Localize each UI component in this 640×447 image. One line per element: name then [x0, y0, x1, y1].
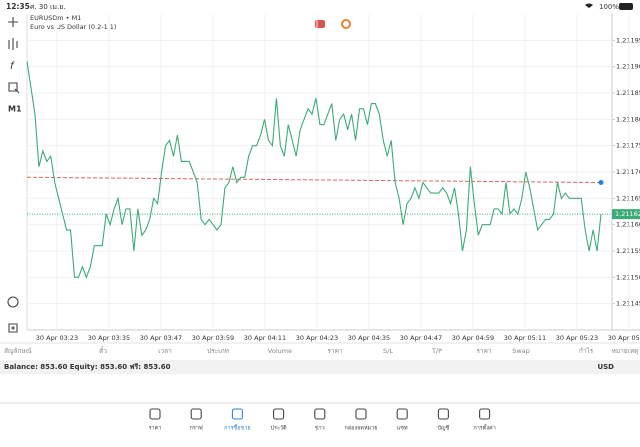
trend-line	[26, 176, 602, 184]
tab-label[interactable]: บัญชี	[437, 425, 449, 432]
status-battery: 100%	[599, 3, 619, 11]
tab-icon[interactable]	[231, 408, 243, 420]
tab-label[interactable]: ข่าว	[315, 426, 325, 432]
tab-icon[interactable]	[479, 408, 491, 420]
x-tick-label: 30 Apr 03:47	[140, 334, 182, 342]
function-icon[interactable]: f	[10, 61, 15, 72]
tab-icon[interactable]	[355, 408, 367, 420]
x-tick-label: 30 Apr 04:47	[400, 334, 442, 342]
tab-label[interactable]: ประวัติ	[271, 425, 287, 432]
column-header: Swap	[512, 347, 530, 355]
tab-label[interactable]: กราฟ	[190, 425, 203, 432]
tab-bar: ราคา กราฟ การซื้อขาย ประวัติ ข่าว กล่องจดหมาย…	[149, 408, 496, 432]
x-tick-label: 30 Apr 04:11	[244, 334, 286, 342]
y-tick-label: 1.21195	[616, 36, 640, 44]
y-tick-label: 1.21160	[616, 221, 640, 229]
left-toolbar: f M1	[7, 17, 22, 333]
account-summary: Balance: 853.60 Equity: 853.60 ฟรี: 853.…	[4, 363, 171, 371]
tab-label[interactable]: ราคา	[149, 426, 162, 432]
column-header: ราคา	[476, 347, 491, 355]
y-tick-label: 1.21165	[616, 194, 640, 202]
tab-icon[interactable]	[314, 408, 326, 420]
column-header: ราคา	[327, 347, 342, 355]
current-price-box	[612, 209, 640, 220]
y-tick-label: 1.21170	[616, 168, 640, 176]
x-tick-label: 30 Apr 05:11	[504, 334, 546, 342]
y-tick-label: 1.21150	[616, 273, 640, 281]
x-tick-label: 30 Apr 04:59	[452, 334, 494, 342]
column-header: S/L	[383, 347, 393, 355]
wifi-icon	[585, 3, 593, 9]
tab-label[interactable]: การซื้อขาย	[224, 424, 250, 432]
trend-handle[interactable]	[598, 180, 604, 186]
x-tick-label: 30 Apr 03:23	[36, 334, 78, 342]
y-tick-label: 1.21185	[616, 89, 640, 97]
y-tick-label: 1.21175	[616, 142, 640, 150]
price-line	[26, 61, 602, 279]
chart-layer: 1.21145 1.21150 1.21155 1.21160 1.21165 1.211…	[26, 14, 640, 342]
crosshair-tool[interactable]	[8, 17, 18, 27]
column-header: ประเภท	[207, 347, 229, 355]
current-price-label: 1.21162	[615, 210, 640, 218]
column-header: T/P	[431, 347, 442, 355]
timeframe-button[interactable]: M1	[8, 105, 22, 114]
x-tick-label: 30 Apr 05:35	[608, 334, 640, 342]
x-tick-label: 30 Apr 04:35	[348, 334, 390, 342]
account-currency: USD	[597, 363, 614, 371]
column-header: สัญลักษณ์	[4, 347, 32, 355]
tab-icon[interactable]	[396, 408, 408, 420]
status-time: 12:35	[6, 2, 30, 11]
chart-symbol: EURUSDm • M1	[30, 14, 81, 22]
column-header: หมายเหตุ	[612, 347, 639, 355]
tab-label[interactable]: แชท	[397, 425, 408, 432]
chart-subtitle: Euro vs US Dollar (0.2-1.1)	[30, 23, 116, 31]
y-tick-label: 1.21180	[616, 115, 640, 123]
column-header: Volume	[268, 347, 292, 355]
objects-tool[interactable]	[8, 82, 20, 94]
tab-icon[interactable]	[149, 408, 161, 420]
tab-icon[interactable]	[437, 408, 449, 420]
table-header: สัญลักษณ์ ตั๋ว เวลา ประเภท Volume ราคา S/L T/P ร…	[4, 346, 638, 355]
x-tick-label: 30 Apr 03:59	[192, 334, 234, 342]
tab-label[interactable]: การตั้งค่า	[473, 424, 495, 432]
add-tool[interactable]	[8, 323, 18, 333]
tab-icon[interactable]	[273, 408, 285, 420]
battery-icon	[619, 3, 633, 10]
x-tick-label: 30 Apr 04:23	[296, 334, 338, 342]
tab-icon[interactable]	[190, 408, 202, 420]
column-header: เวลา	[158, 347, 172, 355]
x-tick-label: 30 Apr 05:23	[556, 334, 598, 342]
column-header: ตั๋ว	[99, 346, 107, 355]
zoom-tool[interactable]	[7, 296, 19, 308]
y-tick-label: 1.21155	[616, 247, 640, 255]
x-tick-label: 30 Apr 03:35	[88, 334, 130, 342]
y-tick-label: 1.21145	[616, 300, 640, 308]
flag-icon[interactable]	[341, 19, 351, 29]
status-date: ศ. 30 เม.ย.	[30, 3, 66, 11]
y-tick-label: 1.21190	[616, 63, 640, 71]
account-row	[0, 360, 640, 374]
indicator-tool[interactable]	[8, 38, 18, 50]
column-header: กำไร	[579, 347, 594, 355]
tab-label[interactable]: กล่องจดหมาย	[344, 426, 377, 432]
